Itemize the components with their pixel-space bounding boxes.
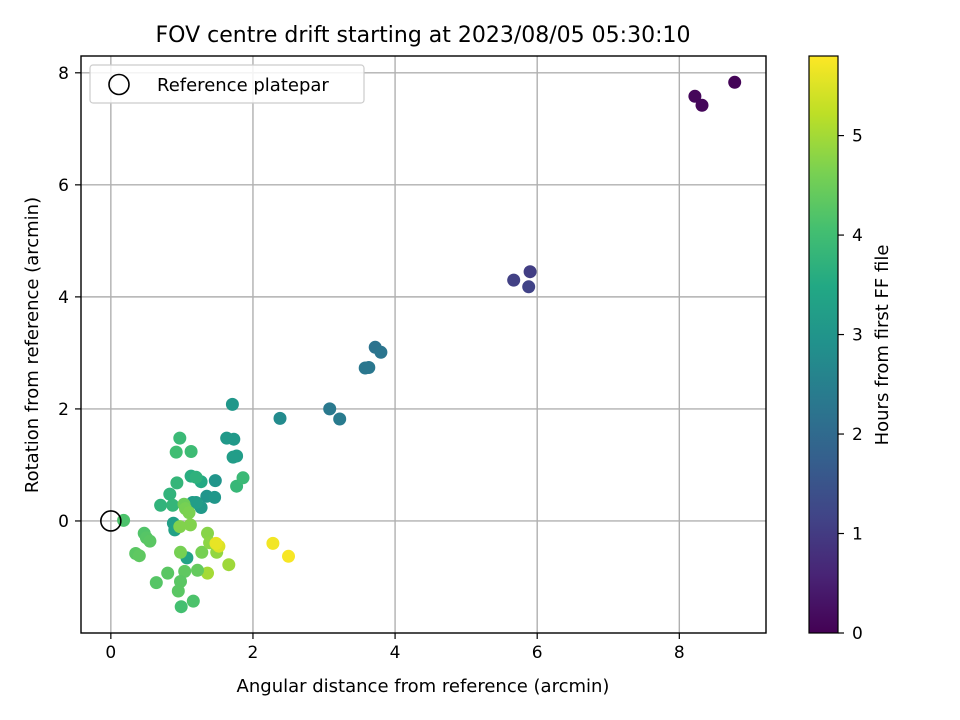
scatter-point (362, 361, 376, 374)
scatter-point (161, 566, 175, 580)
scatter-point (191, 563, 204, 577)
scatter-point (171, 584, 185, 598)
reference-point (100, 510, 122, 532)
scatter-point (132, 549, 146, 563)
reference-platepar-marker (100, 510, 122, 532)
plot-frame (80, 55, 767, 634)
scatter-point (208, 490, 222, 504)
scatter-point (173, 520, 187, 534)
legend: Reference platepar (89, 64, 365, 104)
scatter-point (273, 411, 287, 425)
colorbar-tick-label: 5 (852, 127, 863, 147)
scatter-point (154, 498, 168, 512)
x-tick-label: 4 (390, 643, 401, 663)
y-axis-ticks: 0 2 4 6 8 (58, 64, 81, 532)
legend-box (89, 64, 365, 104)
scatter-point (178, 564, 192, 578)
scatter-point (209, 536, 223, 550)
scatter-point (208, 474, 222, 488)
scatter-point (174, 545, 187, 559)
scatter-point (323, 402, 337, 416)
colorbar-tick-label: 1 (852, 525, 863, 545)
x-tick-label: 6 (532, 643, 543, 663)
scatter-point (201, 566, 214, 580)
y-tick-label: 4 (58, 288, 69, 308)
chart-title: FOV centre drift starting at 2023/08/05 … (156, 23, 691, 48)
colorbar-tick-label: 4 (852, 226, 863, 246)
scatter-point (173, 431, 187, 445)
scatter-point (170, 476, 184, 490)
grid (81, 56, 766, 633)
scatter-point (266, 536, 280, 550)
colorbar-tick-label: 2 (852, 425, 863, 445)
legend-entry-reference-platepar: Reference platepar (157, 75, 329, 96)
legend-open-circle-marker (108, 73, 130, 96)
scatter-point (183, 518, 197, 532)
y-tick-label: 0 (58, 512, 69, 532)
x-tick-label: 8 (674, 643, 685, 663)
scatter-point (688, 89, 702, 103)
y-axis-label: Rotation from reference (arcmin) (22, 197, 43, 493)
scatter-point (695, 98, 709, 112)
scatter-point (166, 498, 180, 512)
scatter-point (222, 558, 236, 572)
scatter-point (374, 345, 388, 359)
y-tick-label: 2 (58, 400, 69, 420)
scatter-point (195, 545, 209, 559)
x-tick-label: 2 (248, 643, 259, 663)
scatter-point (225, 397, 239, 411)
scatter-point (182, 506, 196, 520)
scatter-point (189, 470, 203, 484)
scatter-point (230, 449, 244, 463)
scatter-point (507, 273, 521, 287)
scatter-point (189, 496, 203, 509)
x-axis-ticks: 0 2 4 6 8 (105, 633, 685, 663)
scatter-point (522, 280, 536, 294)
x-axis-label: Angular distance from reference (arcmin) (237, 676, 610, 697)
scatter-point (184, 445, 198, 458)
y-tick-label: 6 (58, 176, 69, 196)
scatter-point (728, 75, 742, 89)
scatter-point (174, 600, 188, 614)
colorbar-tick-label: 0 (852, 624, 863, 644)
scatter-point (186, 594, 200, 608)
colorbar: 0 1 2 3 4 5 Hours from first FF file (808, 55, 893, 644)
scatter-point (149, 576, 163, 590)
scatter-point (236, 471, 250, 485)
data-points (117, 75, 742, 614)
scatter-point (163, 487, 177, 501)
colorbar-gradient (808, 55, 839, 634)
scatter-point (227, 432, 241, 446)
x-tick-label: 0 (105, 643, 116, 663)
scatter-point (333, 412, 347, 426)
scatter-point (282, 549, 295, 563)
scatter-point (169, 445, 183, 459)
colorbar-ticks: 0 1 2 3 4 5 (838, 127, 863, 644)
scatter-point (523, 265, 537, 279)
colorbar-label: Hours from first FF file (872, 245, 893, 446)
y-tick-label: 8 (58, 64, 69, 84)
scatter-point (143, 534, 157, 548)
colorbar-tick-label: 3 (852, 326, 863, 346)
